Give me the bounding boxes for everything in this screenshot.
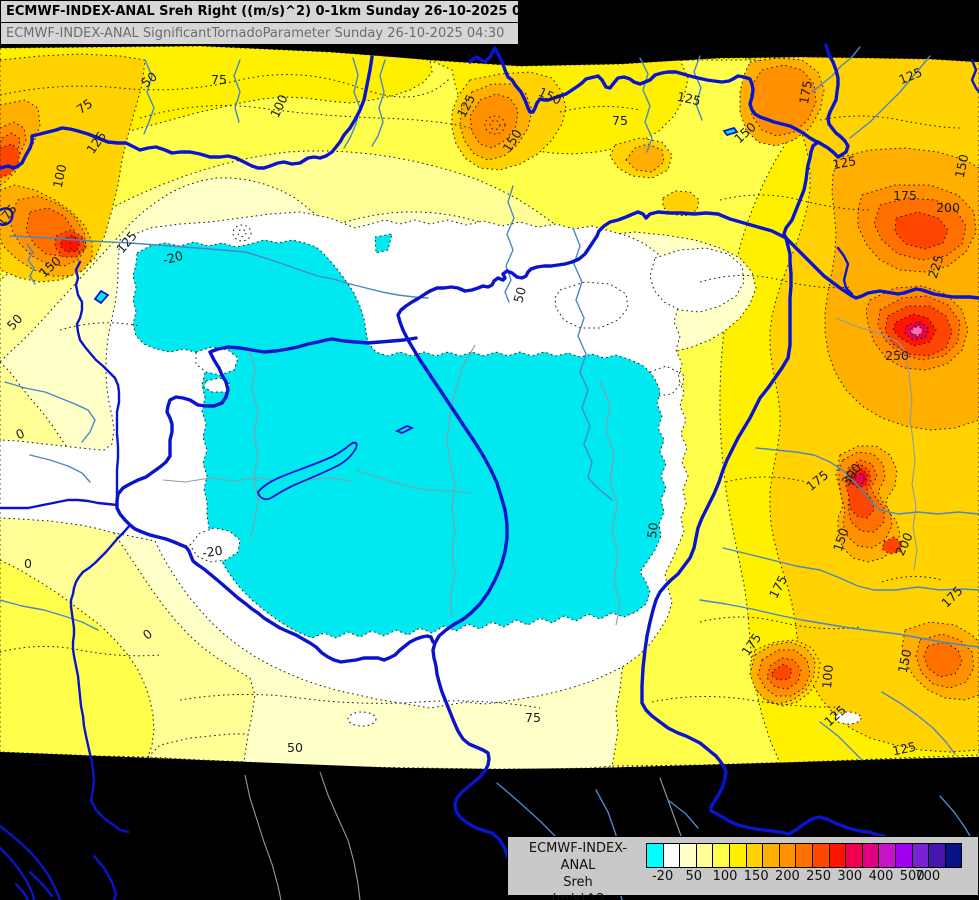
legend-swatch — [944, 843, 963, 868]
legend-tick-label: -20 — [651, 869, 674, 884]
legend-tick-label: 200 — [774, 869, 800, 884]
legend-swatch — [695, 843, 714, 868]
contour-label: 200 — [936, 200, 960, 215]
legend-swatch — [778, 843, 797, 868]
legend-tick-label: 50 — [685, 869, 703, 884]
legend-tick-label: 250 — [806, 869, 832, 884]
field-cyan-min — [132, 239, 667, 639]
legend-swatch — [928, 843, 946, 868]
legend-colorbar — [646, 843, 963, 868]
border-southwest — [69, 523, 132, 834]
contour-label: 75 — [74, 96, 96, 117]
contour-label: 100 — [50, 163, 70, 190]
legend-swatch — [811, 843, 830, 868]
legend-swatch — [911, 843, 930, 868]
legend-swatch — [662, 843, 681, 868]
legend-units: (m/s)^2 — [551, 892, 605, 900]
contour-label: 50 — [644, 521, 661, 539]
legend-swatch — [861, 843, 880, 868]
adriatic-coast — [0, 824, 62, 900]
legend-swatch — [828, 843, 847, 868]
river-szamos — [784, 236, 979, 300]
legend-swatch — [646, 843, 664, 868]
legend-swatch — [728, 843, 747, 868]
contour-label: 150 — [830, 526, 852, 553]
border-west — [115, 336, 435, 664]
contour-label: 50 — [510, 285, 529, 304]
contour-label: 125 — [676, 89, 702, 109]
legend-tick-labels: -20 50 100 150 200 250 300 400 500 700 — [508, 869, 978, 889]
lake-velence — [394, 425, 415, 434]
legend-subtitle: Sreh — [563, 875, 593, 890]
legend-swatch — [745, 843, 764, 868]
field-75-north-east — [0, 45, 979, 767]
legend-swatch — [845, 843, 863, 868]
lake-balaton — [257, 441, 358, 501]
contour-label: 150 — [895, 648, 915, 675]
river-danube-main — [396, 210, 788, 860]
contour-label: 150 — [952, 153, 972, 180]
legend-tick-label: 500 — [899, 869, 925, 884]
legend-title: ECMWF-INDEX-ANAL — [528, 841, 628, 873]
legend-swatch — [762, 843, 780, 868]
contour-label: 175 — [893, 188, 917, 203]
contour-label: -20 — [161, 248, 185, 268]
contour-label: 175 — [796, 79, 815, 105]
contour-label: 125 — [891, 739, 917, 759]
contour-label: 250 — [885, 348, 909, 363]
title-line-1: ECMWF-INDEX-ANAL Sreh Right ((m/s)^2) 0-… — [0, 0, 519, 23]
contour-label: 75 — [525, 710, 541, 725]
admin-borders — [162, 317, 918, 900]
contour-label: 50 — [287, 740, 303, 755]
legend-swatch — [712, 843, 730, 868]
contour-label: -20 — [201, 543, 223, 561]
legend-tick-label: 700 — [915, 869, 941, 884]
legend-swatch — [878, 843, 896, 868]
legend-swatch — [795, 843, 813, 868]
title-bar: ECMWF-INDEX-ANAL Sreh Right ((m/s)^2) 0-… — [0, 0, 519, 45]
contour-label: 75 — [612, 113, 628, 128]
legend-swatch — [679, 843, 697, 868]
contour-label: 75 — [211, 72, 227, 87]
contour-label: 0 — [24, 556, 32, 571]
contour-label: 125 — [831, 153, 857, 172]
contour-label: 225 — [925, 253, 947, 280]
legend-tick-label: 100 — [712, 869, 738, 884]
river-north-slovakia — [468, 46, 819, 144]
major-rivers-borders — [0, 43, 979, 900]
contour-lines — [0, 74, 961, 709]
river-tisza — [640, 43, 886, 838]
legend-tick-label: 400 — [868, 869, 894, 884]
legend-tick-label: 150 — [743, 869, 769, 884]
legend-tick-label: 300 — [837, 869, 863, 884]
contour-label: 100 — [819, 664, 836, 689]
legend-titles: ECMWF-INDEX-ANAL Sreh (m/s)^2 — [512, 840, 644, 900]
title-line-2: ECMWF-INDEX-ANAL SignificantTornadoParam… — [0, 23, 519, 45]
river-danube-west — [0, 55, 374, 170]
legend-box: ECMWF-INDEX-ANAL Sreh (m/s)^2 -20 50 100 15… — [507, 836, 979, 900]
legend-swatch — [894, 843, 913, 868]
filled-contours — [0, 45, 979, 770]
